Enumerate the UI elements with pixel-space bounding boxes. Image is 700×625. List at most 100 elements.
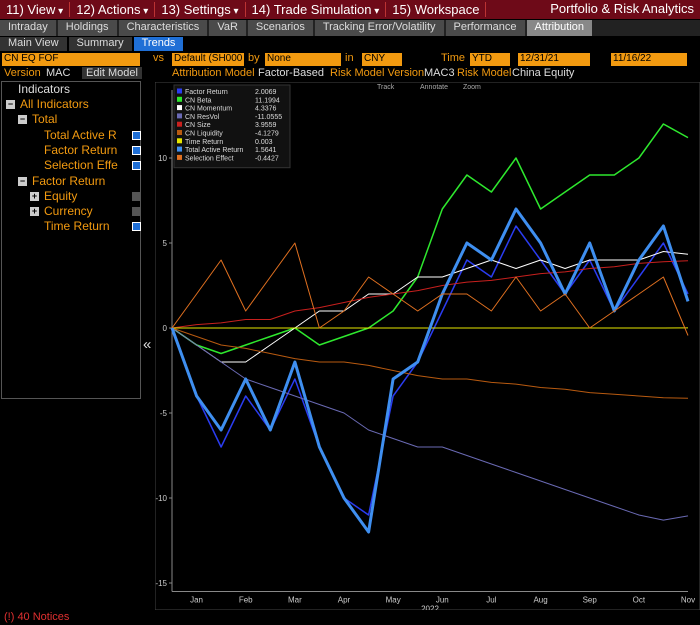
y-tick-label: -5 (160, 409, 168, 418)
legend-label: Time Return (185, 139, 223, 146)
expander[interactable]: − (18, 114, 27, 125)
start-date[interactable]: 12/31/21 (518, 53, 590, 66)
notices[interactable]: (!) 40 Notices (4, 611, 70, 623)
tree-item[interactable]: Selection Effe (44, 158, 118, 173)
legend-label: CN Size (185, 122, 211, 129)
tree-item[interactable]: Time Return (44, 219, 110, 234)
menu-item[interactable]: 15) Workspace (386, 2, 487, 17)
portfolio-input[interactable]: CN EQ FOF (2, 53, 140, 66)
group-input[interactable]: None (265, 53, 341, 66)
series-line (171, 242, 689, 336)
tree-item[interactable]: Total (32, 112, 58, 127)
legend-value: -4.1279 (255, 131, 279, 138)
legend-value: 3.9559 (255, 122, 277, 129)
checkbox[interactable] (132, 161, 141, 171)
legend-label: Factor Return (185, 89, 228, 96)
legend-swatch (177, 154, 182, 160)
checkbox[interactable] (132, 222, 141, 232)
legend-label: CN ResVol (185, 114, 220, 121)
series-line (171, 327, 689, 521)
legend-label: CN Liquidity (185, 131, 223, 138)
tab[interactable]: Holdings (57, 20, 117, 36)
chart: -15 -10 -5 0 5 10 Jan Feb Mar Apr May Jun Jul Aug Sep O… (155, 82, 700, 610)
edit-model-button[interactable]: Edit Model (82, 67, 142, 79)
legend-value: -0.4427 (255, 155, 279, 162)
legend-value: 2.0069 (255, 89, 277, 96)
legend-value: 4.3376 (255, 106, 277, 113)
legend-swatch (177, 105, 182, 111)
series-line (171, 251, 689, 363)
x-axis-label: 2022 (421, 605, 439, 611)
tree-item[interactable]: All Indicators (20, 97, 89, 111)
expander[interactable]: + (30, 190, 39, 201)
series-line (171, 123, 689, 355)
subtab[interactable]: Summary (68, 37, 132, 51)
menu-item[interactable]: 14) Trade Simulation (246, 2, 387, 17)
tab[interactable]: Intraday (0, 20, 56, 36)
y-tick-label: 0 (163, 324, 168, 333)
plot-frame (155, 82, 700, 610)
toolbar-button[interactable]: Track (377, 84, 395, 91)
panel-header: Indicators (18, 82, 71, 96)
tree-item[interactable]: Factor Return (32, 173, 106, 188)
legend-swatch (177, 88, 182, 94)
toolbar-button[interactable]: Zoom (463, 84, 481, 91)
benchmark-input[interactable]: Default (SH000 (172, 53, 244, 66)
tab-bar: Intraday Holdings Characteristics VaR Scenar… (0, 20, 700, 36)
x-tick-label: May (386, 596, 401, 605)
label: in (345, 52, 354, 64)
value: MAC3 (424, 67, 455, 79)
expander[interactable]: − (6, 99, 15, 109)
tab[interactable]: Performance (445, 20, 525, 36)
subtab-bar: Main View Summary Trends (0, 37, 185, 51)
legend-swatch (177, 130, 182, 135)
menu-item[interactable]: 11) View (0, 2, 71, 17)
x-tick-label: Feb (239, 596, 253, 605)
tab[interactable]: Scenarios (247, 20, 313, 36)
checkbox[interactable] (132, 191, 141, 201)
expander[interactable]: − (18, 175, 27, 186)
label: Risk Model Version (330, 67, 425, 79)
subtab[interactable]: Main View (0, 37, 67, 51)
legend-label: CN Beta (185, 97, 212, 104)
checkbox[interactable] (132, 145, 141, 155)
x-tick-label: Oct (633, 596, 646, 605)
legend-value: -11.0555 (255, 114, 282, 121)
legend-label: Selection Effect (185, 155, 234, 162)
tab[interactable]: Attribution (526, 20, 593, 36)
legend-box (173, 84, 291, 169)
label: vs (153, 52, 164, 64)
legend-label: CN Momentum (185, 106, 232, 113)
menu-item[interactable]: 12) Actions (70, 2, 156, 17)
tree-item[interactable]: Factor Return (44, 142, 118, 157)
x-tick-label: Mar (288, 596, 302, 605)
x-tick-label: Jan (190, 596, 203, 605)
tree-item[interactable]: Equity (44, 188, 78, 203)
period-input[interactable]: YTD (470, 53, 510, 66)
y-tick-label: 10 (158, 154, 167, 163)
expander[interactable]: + (30, 206, 39, 217)
collapse-button[interactable]: « (143, 336, 152, 353)
tab[interactable]: Characteristics (118, 20, 208, 36)
tab[interactable]: VaR (209, 20, 246, 36)
end-date[interactable]: 11/16/22 (611, 53, 687, 66)
subtab[interactable]: Trends (133, 37, 184, 51)
y-tick-label: -15 (155, 579, 167, 588)
tab[interactable]: Tracking Error/Volatility (314, 20, 444, 36)
legend-swatch (177, 113, 182, 119)
value: China Equity (512, 67, 575, 79)
x-tick-label: Aug (533, 596, 547, 605)
legend-swatch (177, 146, 182, 152)
legend: Factor Return 2.0069 CN Beta 11.1994 CN Mome… (173, 84, 291, 169)
series-line (171, 327, 689, 399)
tree-item[interactable]: Currency (44, 204, 93, 219)
label: by (248, 52, 260, 64)
checkbox[interactable] (132, 207, 141, 217)
checkbox[interactable] (132, 130, 141, 140)
toolbar-button[interactable]: Annotate (420, 84, 448, 91)
currency-input[interactable]: CNY (362, 53, 402, 66)
series-line (171, 260, 689, 329)
tree-item[interactable]: Total Active R (44, 127, 117, 142)
menu-item[interactable]: 13) Settings (155, 2, 246, 17)
